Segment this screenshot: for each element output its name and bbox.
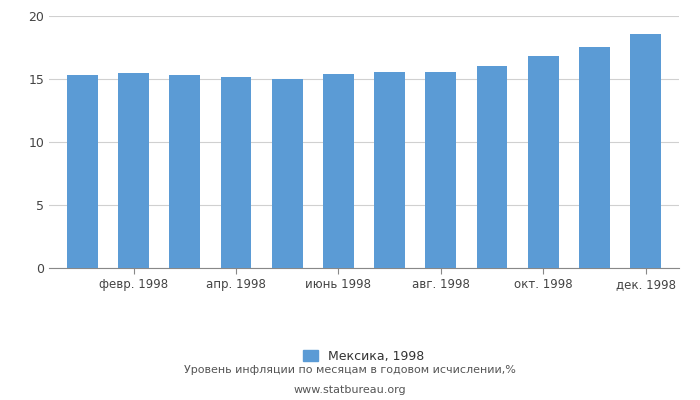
Text: Уровень инфляции по месяцам в годовом исчислении,%: Уровень инфляции по месяцам в годовом ис… (184, 365, 516, 375)
Bar (579, 47, 610, 268)
Bar (169, 75, 200, 268)
Bar (220, 77, 251, 268)
Bar (323, 74, 354, 268)
Bar (477, 66, 508, 268)
Bar (67, 74, 98, 268)
Legend: Мексика, 1998: Мексика, 1998 (298, 345, 430, 368)
Bar (426, 72, 456, 268)
Bar (630, 34, 661, 268)
Bar (528, 56, 559, 268)
Bar (118, 73, 149, 268)
Bar (374, 72, 405, 268)
Text: www.statbureau.org: www.statbureau.org (294, 385, 406, 395)
Bar (272, 79, 302, 268)
